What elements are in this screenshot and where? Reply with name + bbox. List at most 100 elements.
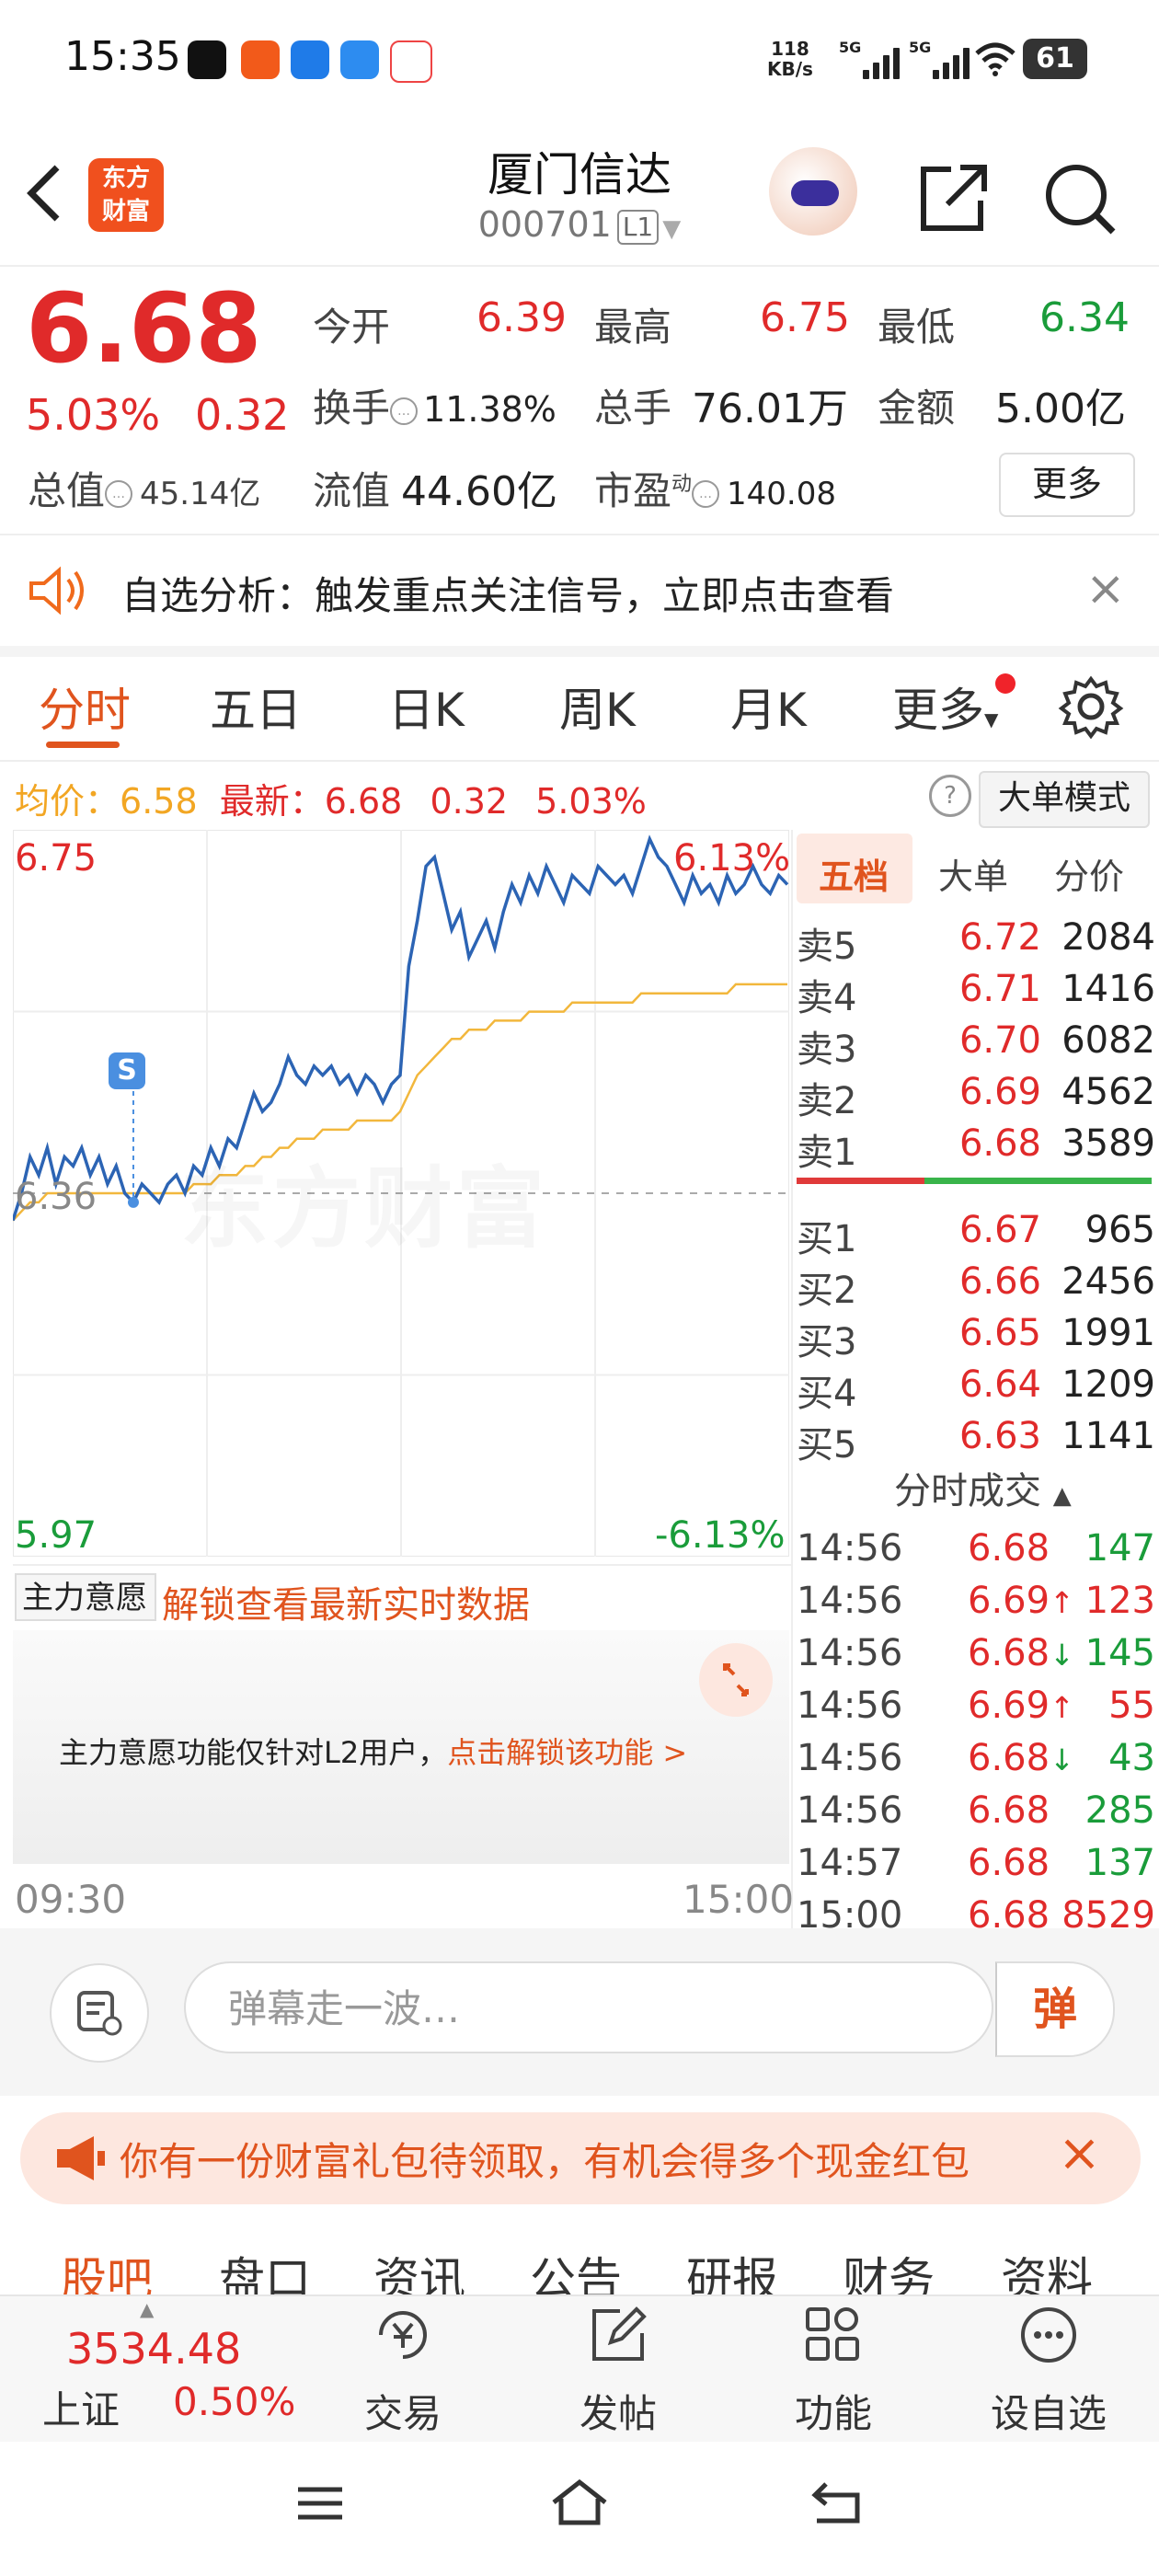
bottom-nav <box>0 2294 1159 2444</box>
bid-row[interactable]: 买1 6.67 965 <box>797 1209 1155 1260</box>
volume-value: 76.01万 <box>692 385 848 432</box>
tab-more[interactable]: 更多▼ <box>892 673 998 740</box>
signal-1-label: 5G <box>839 39 862 56</box>
ask-row[interactable]: 卖2 6.69 4562 <box>797 1071 1155 1122</box>
eastmoney-logo[interactable]: 东方 财富 <box>88 158 164 232</box>
stock-code-row[interactable]: 000701 L1 ▼ <box>432 204 727 245</box>
bank-app-icon <box>291 40 329 79</box>
mail-app-icon <box>241 40 280 79</box>
trade-volume: 137 <box>1084 1842 1155 1884</box>
analysis-banner[interactable] <box>0 535 1159 646</box>
trade-time: 14:56 <box>797 1527 903 1570</box>
panel-divider <box>791 830 793 1934</box>
bid-row[interactable]: 买3 6.65 1991 <box>797 1312 1155 1363</box>
logo-line-1: 东方 <box>101 165 150 192</box>
main-force-notice-text: 主力意愿功能仅针对L2用户， <box>59 1735 448 1770</box>
search-button[interactable] <box>1038 156 1120 239</box>
arrow-up-icon: ↑ <box>1050 1585 1074 1620</box>
promo-banner[interactable] <box>20 2112 1141 2204</box>
bid-volume: 1209 <box>1061 1363 1155 1406</box>
caret-up-icon: ▲ <box>1052 1482 1072 1510</box>
trade-time: 14:56 <box>797 1580 903 1622</box>
pe-value: 140.08 <box>727 476 836 512</box>
promo-text: 你有一份财富礼包待领取，有机会得多个现金红包 <box>120 2139 970 2184</box>
index-name: 上证 <box>42 2387 120 2432</box>
back-button[interactable] <box>20 156 75 230</box>
bid-price: 6.65 <box>958 1312 1041 1354</box>
arrow-up-icon: ↑ <box>1050 1690 1074 1725</box>
tab-price-volume[interactable]: 分价 <box>1054 857 1125 897</box>
low-value: 6.34 <box>1039 294 1130 341</box>
info-icon[interactable]: … <box>105 479 133 508</box>
nav-trade[interactable]: 交易 <box>320 2304 486 2436</box>
trades-header[interactable]: 分时成交 ▲ <box>894 1461 1072 1514</box>
main-force-select[interactable]: 主力意愿▼ <box>15 1573 156 1659</box>
quote-more-button[interactable]: 更多 <box>999 453 1135 517</box>
trade-price: 6.68↓ <box>968 1632 1074 1674</box>
danmu-settings-icon <box>77 1991 122 2036</box>
turnover-label-text: 换手 <box>313 385 391 431</box>
help-icon[interactable]: ? <box>929 775 971 817</box>
bid-row[interactable]: 买2 6.66 2456 <box>797 1260 1155 1312</box>
tab-daily-k[interactable]: 日K <box>388 684 465 737</box>
ask-label: 卖1 <box>797 1132 857 1174</box>
bid-price: 6.63 <box>958 1415 1041 1457</box>
danmu-input[interactable]: 弹幕走一波… <box>184 1961 993 2053</box>
danmu-button[interactable]: 弹 <box>995 1961 1115 2057</box>
bid-label: 买5 <box>797 1424 857 1466</box>
ask-row[interactable]: 卖4 6.71 1416 <box>797 968 1155 1019</box>
big-order-mode-button[interactable]: 大单模式 <box>979 771 1150 828</box>
signal-marker[interactable]: S <box>109 1052 145 1089</box>
menu-icon[interactable] <box>293 2480 348 2526</box>
more-icon <box>1021 2307 1076 2363</box>
comment-settings-button[interactable] <box>50 1963 149 2063</box>
tab-five-day[interactable]: 五日 <box>210 684 302 737</box>
nav-post[interactable]: 发帖 <box>535 2304 701 2436</box>
expand-button[interactable] <box>699 1643 773 1717</box>
ask-row[interactable]: 卖1 6.68 3589 <box>797 1122 1155 1174</box>
home-icon[interactable] <box>546 2475 613 2530</box>
avg-label: 均价： <box>15 781 120 822</box>
nav-add-watchlist[interactable]: 设自选 <box>966 2304 1131 2436</box>
high-value: 6.75 <box>760 294 850 341</box>
back-nav-icon[interactable] <box>808 2477 866 2528</box>
trade-time: 14:56 <box>797 1789 903 1832</box>
unlock-data-link[interactable]: 解锁查看最新实时数据 <box>162 1584 530 1627</box>
nav-functions[interactable]: 功能 <box>751 2304 916 2436</box>
trade-price: 6.68 <box>968 1842 1050 1884</box>
bid-row[interactable]: 买4 6.64 1209 <box>797 1363 1155 1415</box>
tab-big-order[interactable]: 大单 <box>938 857 1009 897</box>
trades-header-label: 分时成交 <box>894 1470 1041 1512</box>
info-icon[interactable]: … <box>390 397 419 425</box>
ask-row[interactable]: 卖5 6.72 2084 <box>797 916 1155 968</box>
volume-label: 总手 <box>594 385 672 431</box>
logo-line-2: 财富 <box>101 198 150 225</box>
bid-label: 买4 <box>797 1373 857 1415</box>
net-speed-value: 118 <box>771 38 809 60</box>
header-divider <box>0 265 1159 267</box>
bid-price: 6.67 <box>958 1209 1041 1251</box>
amount-label: 金额 <box>878 385 956 431</box>
info-icon[interactable]: … <box>692 479 720 508</box>
trade-volume: 123 <box>1084 1580 1155 1622</box>
unlock-feature-link[interactable]: 点击解锁该功能 > <box>447 1735 688 1770</box>
close-icon[interactable]: × <box>1058 2123 1101 2183</box>
ask-row[interactable]: 卖3 6.70 6082 <box>797 1019 1155 1071</box>
tab-intraday[interactable]: 分时 <box>39 684 131 737</box>
share-button[interactable] <box>911 156 993 239</box>
index-value[interactable]: 3534.48 <box>66 2324 242 2374</box>
bid-price: 6.64 <box>958 1363 1041 1406</box>
caret-up-icon: ▲ <box>140 2298 155 2320</box>
pct-tick-high: 6.13% <box>673 837 791 880</box>
tab-monthly-k[interactable]: 月K <box>730 684 807 737</box>
tab-five-level[interactable]: 五档 <box>819 857 889 897</box>
turnover-value: 11.38% <box>423 389 557 430</box>
close-icon[interactable]: × <box>1085 561 1126 616</box>
bid-row[interactable]: 买5 6.63 1141 <box>797 1415 1155 1466</box>
intraday-chart[interactable] <box>13 830 789 1557</box>
trade-price: 6.68 <box>968 1527 1050 1570</box>
gear-icon[interactable] <box>1056 672 1126 742</box>
wifi-icon <box>975 42 1016 76</box>
tab-weekly-k[interactable]: 周K <box>559 684 636 737</box>
avg-price-row: 均价：6.58 最新：6.68 0.32 5.03% <box>15 773 647 823</box>
